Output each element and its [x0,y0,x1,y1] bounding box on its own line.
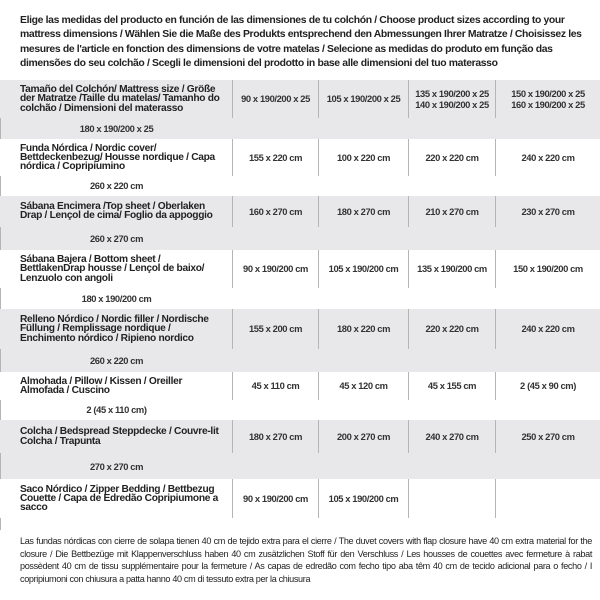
table-cell: 45 x 110 cm [232,372,318,400]
table-cell: 180 x 190/200 cm [0,287,232,309]
header-label: Tamaño del Colchón/ Mattress size / Größ… [20,84,220,114]
header-col: 135 x 190/200 x 25 140 x 190/200 x 25 [408,80,495,118]
table-cell: 135 x 190/200 cm [408,250,495,288]
table-cell: 2 (45 x 110 cm) [0,399,232,420]
footnote: Las fundas nórdicas con cierre de solapa… [20,536,592,584]
header-col: 150 x 190/200 x 25 160 x 190/200 x 25 [495,80,600,118]
table-row: Saco Nórdico / Zipper Bedding / Bettbezu… [0,479,600,530]
table-cell: 270 x 270 cm [0,453,232,479]
table-cell: 240 x 220 cm [495,139,600,176]
row-label: Sábana Bajera / Bottom sheet / Bettlaken… [20,254,205,284]
table-cell [495,479,600,519]
table-cell: 105 x 190/200 cm [318,479,408,519]
table-cell: 150 x 190/200 cm [495,250,600,288]
table-cell: 230 x 270 cm [495,196,600,227]
table-cell: 155 x 220 cm [232,139,318,176]
table-cell: 220 x 220 cm [408,309,495,349]
size-table: Tamaño del Colchón/ Mattress size / Größ… [0,80,600,530]
table-cell: 45 x 155 cm [408,372,495,400]
table-row: Funda Nórdica / Nordic cover/ Bettdecken… [0,139,600,196]
table-cell: 155 x 200 cm [232,309,318,349]
table-cell: 180 x 220 cm [318,309,408,349]
table-cell: 220 x 220 cm [408,139,495,176]
table-cell [0,518,232,530]
table-cell: 260 x 220 cm [0,175,232,196]
table-cell: 90 x 190/200 cm [232,250,318,288]
table-cell: 260 x 220 cm [0,348,232,372]
table-cell: 100 x 220 cm [318,139,408,176]
intro-text: Elige las medidas del producto en funció… [20,15,582,69]
table-cell: 105 x 190/200 cm [318,250,408,288]
table-row: Sábana Bajera / Bottom sheet / Bettlaken… [0,250,600,309]
table-row: Sábana Encimera /Top sheet / Oberlaken D… [0,196,600,250]
row-label: Saco Nórdico / Zipper Bedding / Bettbezu… [20,483,219,514]
table-header-row: Tamaño del Colchón/ Mattress size / Größ… [0,80,600,139]
table-cell: 180 x 270 cm [232,420,318,454]
table-cell: 240 x 220 cm [495,309,600,349]
header-col: 180 x 190/200 x 25 [0,117,232,139]
table-cell: 90 x 190/200 cm [232,479,318,519]
table-row: Colcha / Bedspread Steppdecke / Couvre-l… [0,420,600,479]
table-cell: 2 (45 x 90 cm) [495,372,600,400]
table-cell: 45 x 120 cm [318,372,408,400]
table-row: Almohada / Pillow / Kissen / Oreiller Al… [0,372,600,420]
row-label: Relleno Nórdico / Nordic filler / Nordis… [20,314,209,344]
table-cell: 200 x 270 cm [318,420,408,454]
table-cell: 240 x 270 cm [408,420,495,454]
header-col: 105 x 190/200 x 25 [318,80,408,118]
table-cell: 250 x 270 cm [495,420,600,454]
table-cell [408,479,495,519]
table-row: Relleno Nórdico / Nordic filler / Nordis… [0,309,600,372]
row-label: Almohada / Pillow / Kissen / Oreiller Al… [20,375,183,396]
table-cell: 210 x 270 cm [408,196,495,227]
row-label: Colcha / Bedspread Steppdecke / Couvre-l… [20,426,219,447]
table-cell: 180 x 270 cm [318,196,408,227]
row-label: Funda Nórdica / Nordic cover/ Bettdecken… [20,142,215,173]
row-label: Sábana Encimera /Top sheet / Oberlaken D… [20,201,213,222]
table-cell: 160 x 270 cm [232,196,318,227]
header-col: 90 x 190/200 x 25 [232,80,318,118]
table-cell: 260 x 270 cm [0,226,232,250]
